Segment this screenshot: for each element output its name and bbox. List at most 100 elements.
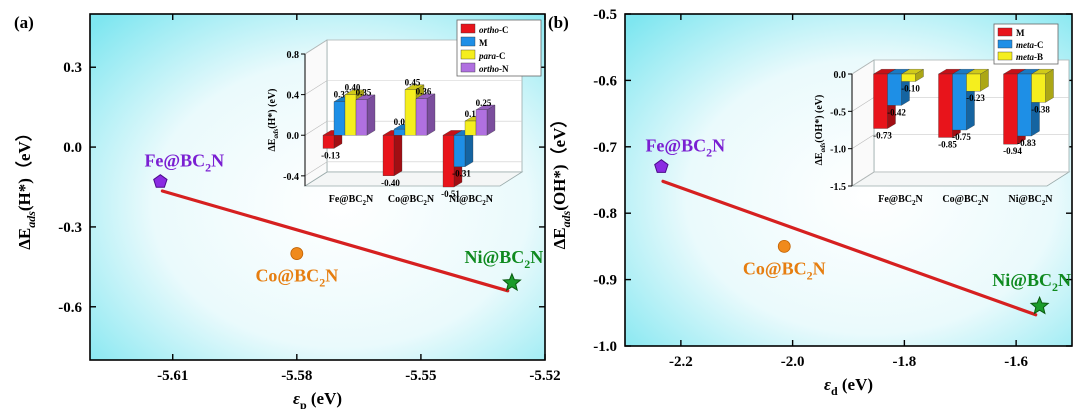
x-tick-label: -5.55 bbox=[405, 368, 436, 384]
inset-bar-m-0 bbox=[873, 73, 888, 129]
panel-label: (b) bbox=[548, 13, 569, 32]
inset-bar-value-label: 0.06 bbox=[394, 117, 410, 127]
point-marker-ni-bc2n bbox=[502, 272, 522, 292]
inset-bar-value-label: 0.40 bbox=[345, 83, 361, 93]
inset-y-axis-label: ΔEads(OH*) (eV) bbox=[814, 95, 827, 166]
y-axis-label: ΔEads(H*)（eV） bbox=[14, 124, 38, 250]
plot-frame bbox=[89, 13, 546, 361]
inset-category-label: Ni@BC2N bbox=[449, 194, 494, 207]
inset-legend-entry: ortho-C bbox=[479, 25, 509, 35]
inset-y-tick-label: -1.5 bbox=[830, 182, 846, 193]
point-label-fe-bc2n: Fe@BC2N bbox=[645, 136, 725, 160]
inset-y-tick-label: -1.0 bbox=[830, 145, 846, 156]
inset-bar-m-2-side bbox=[464, 130, 474, 167]
inset-grid-side bbox=[851, 59, 875, 75]
inset-bar-meta-b-2-side bbox=[1045, 68, 1054, 103]
y-tick-label: -0.3 bbox=[58, 220, 82, 236]
inset-bar-value-label: -0.10 bbox=[901, 83, 920, 93]
inset-category-label: Fe@BC2N bbox=[329, 194, 374, 207]
y-axis-label: ΔEads(OH*)（eV） bbox=[549, 111, 573, 250]
point-marker-co-bc2n bbox=[290, 247, 304, 260]
panel-label: (a) bbox=[14, 13, 34, 32]
inset-bar-value-label: -0.13 bbox=[321, 150, 340, 160]
y-tick-label: 0.3 bbox=[63, 60, 82, 76]
inset-bar-para-c-0 bbox=[344, 94, 357, 136]
inset-bar-ortho-n-2 bbox=[475, 109, 488, 136]
inset-bar-value-label: 0.14 bbox=[465, 109, 481, 119]
y-tick-label: -1.0 bbox=[593, 339, 617, 355]
inset-bar-meta-c-0 bbox=[887, 73, 902, 106]
inset-legend-swatch bbox=[997, 39, 1013, 49]
inset-legend-swatch bbox=[460, 23, 476, 34]
x-tick-label: -5.58 bbox=[281, 368, 312, 384]
inset-bar-value-label: -0.42 bbox=[887, 107, 906, 117]
y-tick-label: -0.6 bbox=[593, 73, 617, 89]
inset-bar-value-label: -0.73 bbox=[873, 131, 892, 141]
y-tick-label: 0.0 bbox=[63, 140, 82, 156]
inset-y-tick-label: 0.0 bbox=[834, 70, 847, 81]
inset-grid-side bbox=[304, 120, 328, 136]
x-tick-label: -5.61 bbox=[157, 368, 188, 384]
inset-bar-meta-b-1 bbox=[966, 73, 981, 92]
inset-bar-value-label: -0.38 bbox=[1031, 104, 1050, 114]
inset-legend-entry: meta-B bbox=[1016, 52, 1043, 62]
inset-side-wall bbox=[851, 59, 875, 187]
inset-bar-ortho-n-1-side bbox=[426, 93, 436, 136]
inset-bar-m-0 bbox=[333, 101, 346, 136]
inset-grid-side bbox=[304, 80, 328, 95]
point-marker-co-bc2n bbox=[777, 239, 791, 253]
inset-grid-side bbox=[851, 171, 875, 187]
inset-bar-meta-b-2 bbox=[1031, 73, 1046, 103]
y-tick-label: -0.6 bbox=[58, 300, 82, 316]
inset-bar-value-label: -0.83 bbox=[1017, 138, 1036, 148]
inset-bar-m-1 bbox=[393, 128, 406, 136]
inset-floor bbox=[850, 171, 1071, 187]
inset-bar-ortho-n-0 bbox=[355, 99, 368, 136]
inset-legend-entry: para-C bbox=[478, 51, 506, 61]
inset-bar-m-2 bbox=[453, 135, 466, 167]
inset-category-label: Co@BC2N bbox=[942, 194, 989, 207]
inset-bar-value-label: -0.85 bbox=[938, 139, 957, 149]
inset-bar-value-label: 0.33 bbox=[334, 90, 350, 100]
inset-bar-value-label: -0.94 bbox=[1003, 146, 1022, 156]
y-tick-label: -0.9 bbox=[593, 273, 617, 289]
inset-bar-value-label: 0.35 bbox=[356, 88, 372, 98]
inset-y-tick-label: 0.8 bbox=[287, 50, 300, 61]
point-label-fe-bc2n: Fe@BC2N bbox=[144, 151, 224, 175]
inset-legend-entry: M bbox=[1016, 28, 1025, 38]
inset-grid-side bbox=[851, 134, 875, 149]
inset-grid-side bbox=[304, 39, 328, 55]
inset-bar-meta-c-1 bbox=[952, 73, 967, 131]
inset-legend-entry: meta-C bbox=[1016, 40, 1044, 50]
inset-bar-value-label: -0.31 bbox=[452, 169, 471, 179]
inset-y-tick-label: -0.4 bbox=[283, 172, 299, 183]
point-marker-fe-bc2n bbox=[654, 159, 669, 173]
panel-b: (b) -2.2 -2.0 -1.8 -1.6 -0.5 -0.6 -0.7 -0.8 -0.9 -… bbox=[548, 7, 1073, 398]
inset-bar-value-label: -0.23 bbox=[966, 93, 985, 103]
inset-bar-value-label: -0.75 bbox=[952, 132, 971, 142]
x-tick-label: -5.52 bbox=[529, 368, 560, 384]
inset-legend-swatch bbox=[460, 62, 476, 73]
inset-y-tick-label: 0.0 bbox=[287, 131, 300, 142]
inset-bar-chart: 0.8 0.4 0.0 -0.4 ΔEads(H*) (eV) -0.13 0.330.40… bbox=[267, 19, 542, 207]
fit-line bbox=[661, 179, 1038, 317]
point-label-co-bc2n: Co@BC2N bbox=[255, 266, 338, 290]
inset-bar-chart: 0.0 -0.5 -1.0 -1.5 ΔEads(OH*) (eV) -0.73 -0.42… bbox=[814, 23, 1071, 207]
inset-bar-ortho-c-1 bbox=[382, 135, 395, 176]
inset-bar-value-label: -0.40 bbox=[381, 178, 400, 188]
inset-floor bbox=[303, 171, 524, 187]
inset-legend-swatch bbox=[460, 49, 476, 60]
plot-frame bbox=[624, 13, 1073, 347]
inset-category-label: Co@BC2N bbox=[388, 194, 435, 207]
inset-bar-ortho-c-0 bbox=[322, 135, 335, 149]
point-label-co-bc2n: Co@BC2N bbox=[743, 258, 826, 282]
y-tick-label: -0.7 bbox=[593, 140, 617, 156]
inset-bar-meta-b-0 bbox=[901, 73, 916, 82]
inset-legend-swatch bbox=[997, 27, 1013, 37]
point-marker-fe-bc2n bbox=[153, 174, 168, 188]
inset-bar-m-2 bbox=[1003, 73, 1018, 145]
panel-a: (a) -5.61 -5.58 -5.55 -5.52 0.3 0.0 -0.3 -0.6 εp … bbox=[14, 13, 561, 412]
inset-bar-value-label: 0.36 bbox=[416, 87, 432, 97]
inset-bar-ortho-c-1-side bbox=[393, 130, 403, 177]
